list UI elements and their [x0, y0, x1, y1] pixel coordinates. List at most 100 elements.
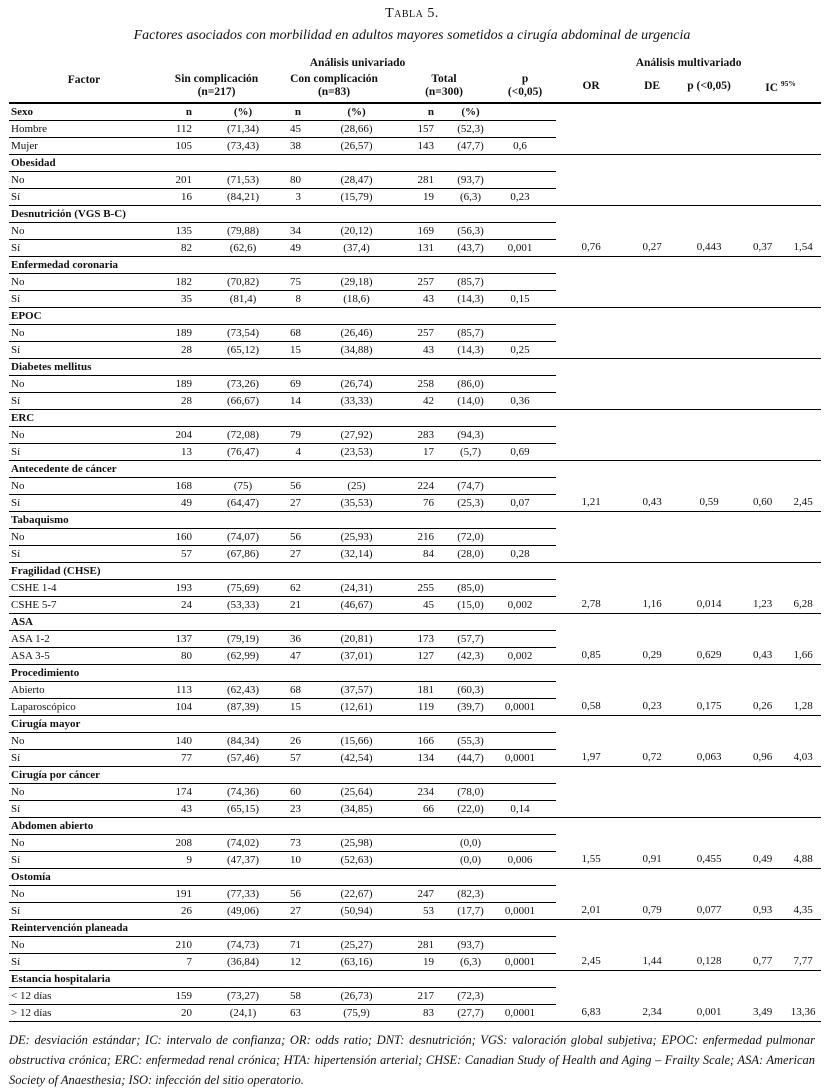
- table-cell: 0,25: [494, 341, 557, 359]
- table-cell: [678, 359, 740, 376]
- table-cell: [319, 766, 394, 784]
- table-cell: 21: [274, 596, 319, 614]
- table-cell: [159, 919, 204, 937]
- table-cell: 62: [274, 579, 319, 597]
- table-cell: (86,0): [439, 375, 494, 393]
- factor-level-label: CSHE 1-4: [9, 579, 159, 597]
- table-cell: [556, 461, 626, 478]
- table-cell: [439, 511, 494, 529]
- table-cell: [494, 171, 557, 189]
- table-cell: [626, 835, 678, 852]
- table-cell: (34,88): [319, 341, 394, 359]
- factor-group-label: ASA: [9, 613, 159, 631]
- table-cell: [556, 665, 626, 682]
- table-cell: 0,23: [494, 188, 557, 206]
- table-row: Abierto 113 (62,43) 68 (37,57) 181 (60,3): [9, 681, 821, 699]
- table-cell: (52,3): [439, 120, 494, 138]
- table-cell: [439, 817, 494, 835]
- table-cell: [319, 919, 394, 937]
- table-cell: [785, 274, 821, 291]
- table-cell: 0,60: [740, 494, 786, 512]
- table-cell: 169: [394, 222, 439, 240]
- table-cell: [494, 562, 557, 580]
- table-cell: 17: [394, 443, 439, 461]
- table-cell: 181: [394, 681, 439, 699]
- table-cell: [740, 359, 785, 376]
- table-cell: 6,28: [785, 596, 822, 614]
- table-cell: [626, 172, 678, 189]
- table-cell: [678, 545, 741, 563]
- table-cell: [494, 885, 557, 903]
- table-cell: [556, 580, 626, 597]
- table-cell: [556, 206, 626, 223]
- table-cell: [740, 443, 786, 461]
- factor-level-label: Laparoscópico: [9, 698, 159, 716]
- factor-group-row: Tabaquismo: [9, 511, 821, 529]
- table-row: ASA 1-2 137 (79,19) 36 (20,81) 173 (57,7): [9, 630, 821, 648]
- table-cell: 1,16: [626, 596, 679, 614]
- factor-group-label: EPOC: [9, 307, 159, 325]
- col-de: DE: [626, 73, 679, 104]
- table-cell: [494, 613, 557, 631]
- table-cell: (26,46): [319, 324, 394, 342]
- table-cell: [204, 358, 274, 376]
- table-cell: [785, 580, 821, 597]
- table-cell: [494, 681, 557, 699]
- table-cell: [785, 937, 821, 954]
- table-cell: 2,01: [556, 902, 627, 920]
- table-cell: 4: [274, 443, 319, 461]
- table-cell: 24: [159, 596, 204, 614]
- table-cell: [678, 665, 740, 682]
- table-cell: [274, 868, 319, 886]
- table-cell: 0,36: [494, 392, 557, 410]
- table-cell: [740, 223, 785, 240]
- table-cell: (87,39): [204, 698, 274, 716]
- table-cell: (73,26): [204, 375, 274, 393]
- table-cell: 26: [159, 902, 204, 920]
- table-cell: (79,88): [204, 222, 274, 240]
- table-cell: [740, 410, 785, 427]
- table-cell: [626, 461, 678, 478]
- table-cell: 16: [159, 188, 204, 206]
- table-cell: [556, 308, 626, 325]
- table-row: Sí 35 (81,4) 8 (18,6) 43 (14,3) 0,15: [9, 290, 822, 308]
- table-cell: 1,28: [785, 698, 822, 716]
- table-cell: [626, 188, 679, 206]
- table-cell: [394, 409, 439, 427]
- table-cell: (25,93): [319, 528, 394, 546]
- table-cell: 80: [159, 647, 204, 665]
- table-cell: [439, 358, 494, 376]
- table-cell: (72,08): [204, 426, 274, 444]
- table-cell: 0,629: [678, 647, 741, 665]
- table-cell: (62,6): [204, 239, 274, 257]
- table-cell: [678, 631, 740, 648]
- factor-level-label: ASA 3-5: [9, 647, 159, 665]
- table-cell: (34,85): [319, 800, 394, 818]
- table-cell: 82: [159, 239, 204, 257]
- table-cell: [274, 817, 319, 835]
- table-cell: [626, 290, 679, 308]
- table-cell: [204, 511, 274, 529]
- table-cell: [678, 257, 740, 274]
- table-cell: (20,81): [319, 630, 394, 648]
- table-cell: [439, 919, 494, 937]
- table-cell: [319, 307, 394, 325]
- table-cell: [626, 341, 679, 359]
- table-row: No 174 (74,36) 60 (25,64) 234 (78,0): [9, 783, 821, 801]
- table-cell: [159, 868, 204, 886]
- factor-level-label: No: [9, 477, 159, 495]
- table-cell: (26,57): [319, 137, 394, 155]
- table-cell: 76: [394, 494, 439, 512]
- table-cell: 4,03: [785, 749, 822, 767]
- table-row: No 189 (73,26) 69 (26,74) 258 (86,0): [9, 375, 821, 393]
- table-cell: [785, 529, 821, 546]
- table-cell: [785, 512, 821, 529]
- table-cell: [678, 767, 740, 784]
- table-cell: [319, 205, 394, 223]
- factor-level-label: Sí: [9, 392, 159, 410]
- table-cell: [494, 477, 557, 495]
- table-cell: 0,002: [494, 596, 557, 614]
- table-cell: 43: [159, 800, 204, 818]
- table-cell: 79: [274, 426, 319, 444]
- table-cell: [740, 937, 785, 954]
